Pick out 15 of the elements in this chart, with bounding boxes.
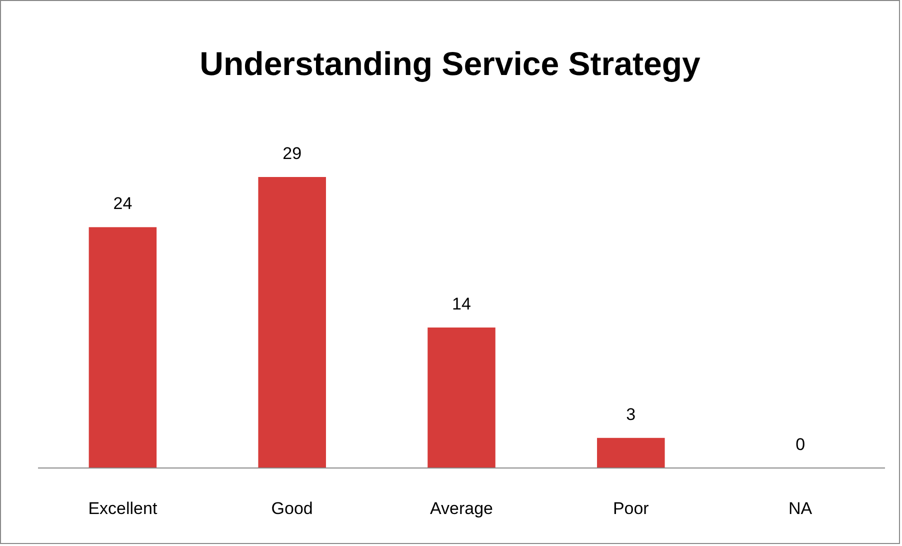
data-label: 3	[626, 404, 636, 424]
data-label: 14	[452, 294, 471, 314]
chart-title: Understanding Service Strategy	[200, 45, 701, 82]
data-label: 29	[282, 144, 302, 163]
x-tick-label: Poor	[612, 499, 650, 518]
data-label: 24	[113, 194, 132, 214]
x-tick-label: Good	[271, 499, 313, 518]
x-tick-label: Excellent	[88, 499, 158, 518]
bar	[428, 328, 496, 468]
x-tick-label: Average	[430, 499, 494, 518]
data-label: 0	[796, 435, 806, 454]
bar	[258, 177, 326, 468]
x-tick-label: NA	[788, 499, 813, 518]
bar	[597, 438, 665, 468]
bar	[88, 227, 157, 468]
